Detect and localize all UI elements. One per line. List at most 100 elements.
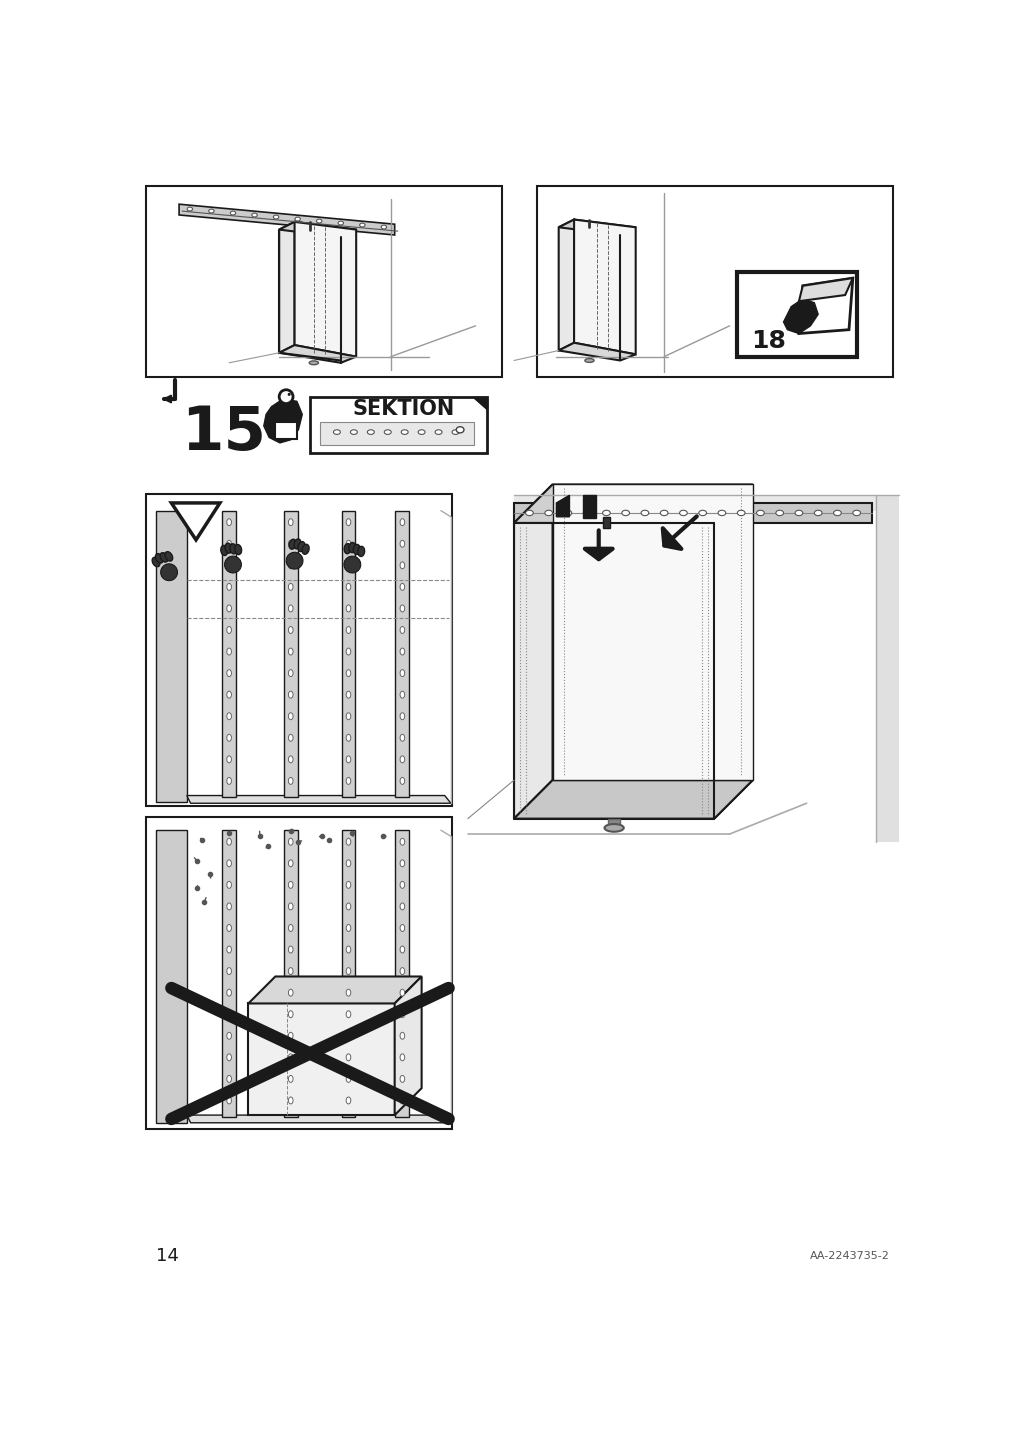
Ellipse shape: [288, 925, 293, 931]
Ellipse shape: [288, 627, 293, 633]
Ellipse shape: [435, 430, 442, 434]
Ellipse shape: [288, 670, 293, 676]
Ellipse shape: [346, 735, 351, 742]
Bar: [737, 272, 856, 357]
Polygon shape: [156, 511, 187, 802]
Polygon shape: [294, 222, 356, 357]
Ellipse shape: [226, 627, 232, 633]
Ellipse shape: [346, 968, 351, 975]
Ellipse shape: [235, 544, 242, 554]
Ellipse shape: [346, 604, 351, 611]
Ellipse shape: [229, 544, 237, 554]
Polygon shape: [286, 553, 302, 569]
Ellipse shape: [399, 692, 404, 699]
Ellipse shape: [399, 968, 404, 975]
Ellipse shape: [349, 543, 355, 553]
Ellipse shape: [287, 392, 290, 395]
Ellipse shape: [418, 430, 425, 434]
Ellipse shape: [226, 947, 232, 954]
Ellipse shape: [220, 546, 227, 556]
Ellipse shape: [288, 859, 293, 866]
Bar: [608, 819, 620, 828]
Ellipse shape: [346, 1054, 351, 1061]
Ellipse shape: [399, 881, 404, 888]
Ellipse shape: [288, 518, 293, 526]
Ellipse shape: [544, 510, 552, 516]
Ellipse shape: [452, 430, 459, 434]
Ellipse shape: [279, 390, 293, 404]
Ellipse shape: [367, 430, 374, 434]
Ellipse shape: [604, 823, 623, 832]
Ellipse shape: [288, 1054, 293, 1061]
Ellipse shape: [660, 510, 667, 516]
Ellipse shape: [226, 1011, 232, 1018]
Ellipse shape: [346, 904, 351, 909]
Ellipse shape: [226, 1075, 232, 1083]
Ellipse shape: [346, 692, 351, 699]
Ellipse shape: [226, 881, 232, 888]
Ellipse shape: [288, 1011, 293, 1018]
Text: AA-2243735-2: AA-2243735-2: [809, 1252, 889, 1262]
Ellipse shape: [346, 990, 351, 997]
Polygon shape: [222, 831, 236, 1117]
Ellipse shape: [226, 925, 232, 931]
Polygon shape: [279, 222, 356, 238]
Ellipse shape: [563, 510, 571, 516]
Ellipse shape: [399, 859, 404, 866]
Ellipse shape: [226, 990, 232, 997]
Ellipse shape: [288, 904, 293, 909]
Text: 18: 18: [750, 329, 785, 354]
Ellipse shape: [226, 838, 232, 845]
Ellipse shape: [288, 561, 293, 569]
Ellipse shape: [852, 510, 859, 516]
Ellipse shape: [226, 604, 232, 611]
Ellipse shape: [346, 583, 351, 590]
Ellipse shape: [346, 1032, 351, 1040]
Polygon shape: [248, 1004, 394, 1116]
Ellipse shape: [301, 544, 308, 554]
Ellipse shape: [399, 1054, 404, 1061]
Ellipse shape: [344, 544, 351, 554]
Ellipse shape: [288, 540, 293, 547]
Ellipse shape: [226, 1054, 232, 1061]
Ellipse shape: [699, 510, 706, 516]
Ellipse shape: [775, 510, 783, 516]
Ellipse shape: [226, 735, 232, 742]
Ellipse shape: [288, 713, 293, 720]
Ellipse shape: [165, 551, 173, 561]
Polygon shape: [156, 831, 187, 1123]
Polygon shape: [179, 205, 394, 235]
Ellipse shape: [288, 947, 293, 954]
Polygon shape: [248, 977, 422, 1004]
Text: 14: 14: [156, 1247, 179, 1264]
Ellipse shape: [288, 735, 293, 742]
Ellipse shape: [795, 510, 802, 516]
Ellipse shape: [288, 838, 293, 845]
Polygon shape: [161, 564, 177, 581]
Ellipse shape: [160, 553, 168, 563]
Ellipse shape: [346, 1075, 351, 1083]
Ellipse shape: [288, 968, 293, 975]
Ellipse shape: [346, 756, 351, 763]
Ellipse shape: [288, 692, 293, 699]
Text: !: !: [189, 505, 202, 534]
Ellipse shape: [346, 778, 351, 785]
Ellipse shape: [525, 510, 533, 516]
Ellipse shape: [350, 430, 357, 434]
Ellipse shape: [346, 947, 351, 954]
Polygon shape: [473, 398, 486, 410]
Ellipse shape: [399, 604, 404, 611]
Ellipse shape: [226, 756, 232, 763]
Polygon shape: [582, 495, 595, 518]
Ellipse shape: [297, 541, 304, 551]
Ellipse shape: [399, 1075, 404, 1083]
Polygon shape: [344, 556, 360, 573]
Ellipse shape: [582, 510, 590, 516]
Ellipse shape: [226, 649, 232, 654]
Ellipse shape: [399, 1097, 404, 1104]
Polygon shape: [283, 831, 297, 1117]
Ellipse shape: [584, 358, 593, 362]
Ellipse shape: [288, 778, 293, 785]
Polygon shape: [876, 495, 898, 842]
Ellipse shape: [737, 510, 744, 516]
